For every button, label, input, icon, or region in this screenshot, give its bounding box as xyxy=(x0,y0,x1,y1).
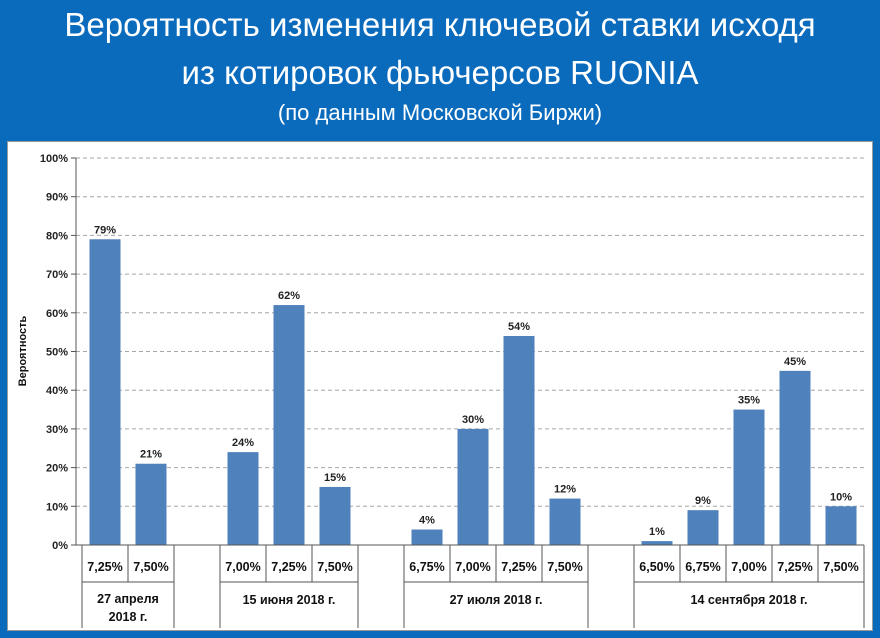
category-label: 7,25% xyxy=(501,560,536,574)
data-label: 30% xyxy=(462,414,484,426)
bar xyxy=(503,336,535,545)
bar xyxy=(641,541,673,545)
bar xyxy=(733,409,765,545)
category-label: 7,00% xyxy=(731,560,766,574)
group-label: 15 июня 2018 г. xyxy=(243,593,336,607)
data-label: 1% xyxy=(649,526,665,538)
category-label: 7,25% xyxy=(271,560,306,574)
header: Вероятность изменения ключевой ставки ис… xyxy=(0,0,880,132)
bar xyxy=(779,370,811,545)
y-tick-label: 70% xyxy=(46,269,68,281)
category-label: 7,25% xyxy=(87,560,122,574)
y-tick-label: 0% xyxy=(52,540,68,552)
chart-panel xyxy=(7,141,873,631)
y-tick-label: 60% xyxy=(46,308,68,320)
data-label: 9% xyxy=(695,495,711,507)
bar xyxy=(273,305,305,545)
category-label: 6,75% xyxy=(409,560,444,574)
bar xyxy=(227,452,259,545)
bar xyxy=(135,463,167,545)
category-label: 7,50% xyxy=(823,560,858,574)
category-label: 6,75% xyxy=(685,560,720,574)
group-label: 2018 г. xyxy=(109,610,148,624)
y-tick-label: 30% xyxy=(46,424,68,436)
data-label: 45% xyxy=(784,356,806,368)
category-label: 7,00% xyxy=(455,560,490,574)
bar xyxy=(549,498,581,545)
y-tick-label: 10% xyxy=(46,501,68,513)
category-label: 7,25% xyxy=(777,560,812,574)
category-label: 7,00% xyxy=(225,560,260,574)
bar xyxy=(89,239,121,545)
data-label: 24% xyxy=(232,437,254,449)
bar xyxy=(457,428,489,545)
group-label: 27 июля 2018 г. xyxy=(450,593,543,607)
bar xyxy=(319,486,351,545)
bar xyxy=(411,529,443,545)
data-label: 35% xyxy=(738,395,760,407)
category-label: 7,50% xyxy=(547,560,582,574)
category-label: 7,50% xyxy=(317,560,352,574)
group-label: 27 апреля xyxy=(97,592,159,606)
y-tick-label: 80% xyxy=(46,230,68,242)
y-tick-label: 20% xyxy=(46,463,68,475)
data-label: 4% xyxy=(419,515,435,527)
data-label: 21% xyxy=(140,449,162,461)
data-label: 10% xyxy=(830,491,852,503)
y-tick-label: 40% xyxy=(46,385,68,397)
data-label: 54% xyxy=(508,321,530,333)
title-line-1: Вероятность изменения ключевой ставки ис… xyxy=(64,6,816,43)
group-label: 14 сентября 2018 г. xyxy=(691,593,808,607)
bar xyxy=(687,510,719,545)
data-label: 15% xyxy=(324,472,346,484)
y-tick-label: 90% xyxy=(46,192,68,204)
subtitle: (по данным Московской Биржи) xyxy=(277,100,603,125)
y-tick-label: 100% xyxy=(40,153,68,165)
data-label: 62% xyxy=(278,290,300,302)
y-tick-label: 50% xyxy=(46,347,68,359)
title-line-2: из котировок фьючерсов RUONIA xyxy=(181,54,699,91)
y-axis-label: Вероятность xyxy=(17,315,29,386)
data-label: 12% xyxy=(554,484,576,496)
category-label: 7,50% xyxy=(133,560,168,574)
bar xyxy=(825,506,857,545)
data-label: 79% xyxy=(94,224,116,236)
category-label: 6,50% xyxy=(639,560,674,574)
